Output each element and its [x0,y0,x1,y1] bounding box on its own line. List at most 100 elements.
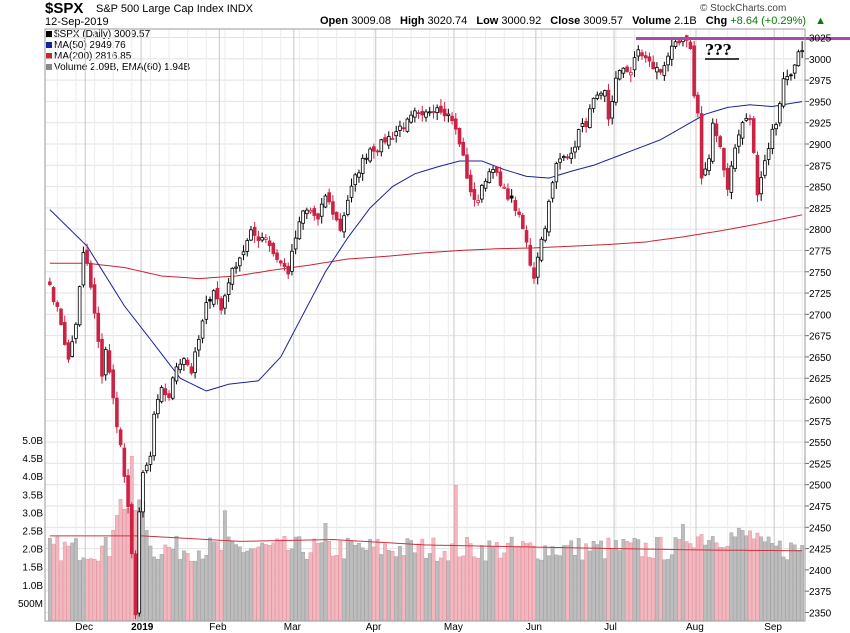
volume-bar [755,532,760,622]
price-tick-label: 2575 [809,417,832,428]
candle-body [215,287,220,300]
volume-bar [386,550,391,622]
volume-bar [111,530,116,622]
candle-body [602,90,607,97]
candle-body [509,195,514,199]
candle-body [390,138,395,140]
volume-bar [744,535,749,622]
volume-bar [781,556,786,622]
volume-bar [517,546,521,622]
candle-body [342,215,346,233]
candle-body [170,377,175,399]
candle-body [237,257,242,267]
volume-bar [282,536,287,622]
candle-body [781,78,786,107]
candle-body [640,52,644,57]
candle-body [189,366,194,374]
candle-body [543,228,547,241]
candle-body [506,188,510,200]
up-arrow-icon: ▲ [815,15,827,27]
volume-bar [662,559,667,622]
legend-price-label: $SPX (Daily) 3009.57 [54,29,151,40]
candle-body [636,49,641,57]
volume-bar [275,538,279,622]
volume-bar [785,559,790,622]
candle-body [234,266,238,269]
volume-bar [699,534,704,622]
candle-body [789,74,793,77]
volume-bar [751,538,756,622]
candle-body [446,113,451,116]
volume-bar [62,541,67,622]
date-axis: Dec 2019 Feb Mar Apr May Jun Jul Aug Sep [75,622,782,633]
candle-body [550,182,555,199]
volume-bar [88,558,93,622]
candle-body [267,240,272,247]
volume-tick-label: 2.0B [22,545,43,556]
volume-bar [640,556,644,622]
price-tick-label: 2400 [809,566,832,577]
candle-body [122,447,127,477]
volume-bar [286,549,291,622]
candle-body [219,298,223,311]
candle-body [200,320,205,339]
candle-body [118,429,123,446]
volume-bar [491,546,495,622]
candle-body [632,57,637,71]
candle-body [777,103,782,124]
candle-body [159,387,164,403]
volume-bar [409,540,413,622]
candle-body [420,110,425,116]
volume-axis: 500M 1.0B 1.5B 2.0B 2.5B 3.0B 3.5B 4.0B 4.5B 5.0B [18,436,43,610]
candle-body [696,94,700,114]
candle-body [651,61,655,70]
volume-bar [85,559,89,622]
candle-body [785,76,790,81]
volume-bar [398,546,402,622]
legend-ma50: MA(50) 2949.76 [46,40,190,51]
candle-body [442,108,447,117]
candle-body [167,393,171,398]
volume-bar [506,542,510,622]
candle-body [539,238,544,261]
volume-bar [312,538,317,622]
candle-body [491,169,495,173]
candle-body [327,192,331,203]
candle-body [710,122,715,162]
stockcharts-brand[interactable]: © StockCharts.com [700,3,787,14]
candle-body [763,160,767,176]
candle-body [494,166,499,173]
candle-body [264,237,268,240]
legend-ma200: MA(200) 2816.85 [46,51,190,62]
candle-body [115,397,119,428]
candle-body [748,117,752,121]
volume-bar [278,539,283,622]
volume-bar [193,560,197,622]
candle-body [561,156,566,159]
volume-bar [524,543,529,622]
candle-body [703,168,708,176]
ma50-line [49,101,803,392]
candle-body [427,111,432,114]
price-tick-label: 2975 [809,76,832,87]
candle-body [223,295,227,309]
candle-body [111,369,115,399]
volume-bar [468,543,473,622]
candle-body [483,180,488,189]
volume-bar [219,550,224,622]
ma200-line [49,214,803,280]
volume-bar [666,559,670,622]
price-tick-label: 3025 [809,34,832,45]
candle-body [156,399,160,415]
volume-bar [655,537,659,622]
volume-bar [561,545,566,622]
candle-body [591,97,596,109]
chg-value: +8.64 (+0.29%) [730,15,807,27]
volume-bar [535,558,540,622]
volume-bar [196,550,201,622]
volume-bar [47,538,52,622]
candle-body [468,174,473,193]
price-tick-label: 2425 [809,545,832,556]
volume-bar [800,545,805,622]
